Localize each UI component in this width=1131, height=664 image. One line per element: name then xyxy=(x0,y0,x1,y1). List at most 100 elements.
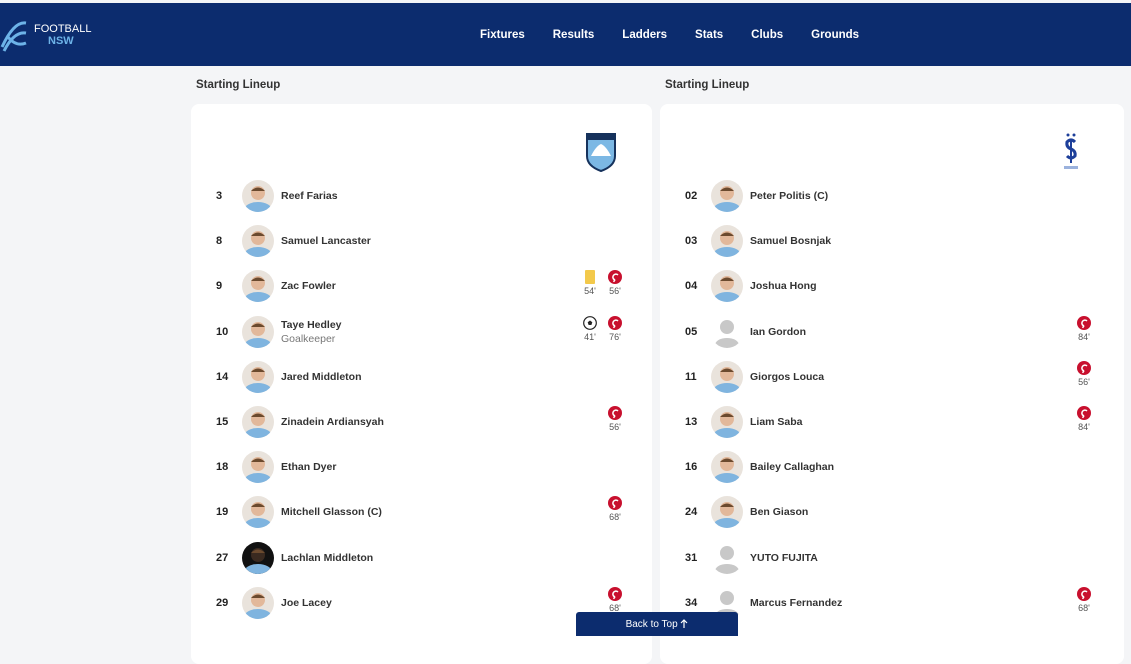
player-row[interactable]: 24 Ben Giason xyxy=(660,492,1124,532)
nav-link[interactable]: Results xyxy=(552,28,595,41)
player-events: 41' 76' xyxy=(582,315,623,342)
icon-shape xyxy=(244,337,272,348)
player-name-block: Samuel Lancaster xyxy=(281,234,371,248)
player-avatar xyxy=(711,451,743,484)
icon xyxy=(242,225,274,258)
player-name: Marcus Fernandez xyxy=(750,596,843,609)
player-avatar xyxy=(242,541,274,574)
logo[interactable]: FOOTBALL NSW xyxy=(0,17,91,53)
icon-shape xyxy=(720,368,734,372)
icon-shape xyxy=(720,545,734,560)
icon xyxy=(242,451,274,484)
nav-link[interactable]: Fixtures xyxy=(480,28,525,41)
player-row[interactable]: 03 Samuel Bosnjak xyxy=(660,221,1124,261)
player-row[interactable]: 8 Samuel Lancaster xyxy=(191,221,652,261)
icon-shape xyxy=(251,232,265,237)
icon xyxy=(242,315,274,348)
icon-shape xyxy=(720,503,734,508)
event-minute: 56' xyxy=(609,286,621,297)
player-name: Samuel Lancaster xyxy=(281,235,371,248)
player-avatar xyxy=(711,315,743,348)
icon-shape xyxy=(244,202,272,212)
player-avatar xyxy=(711,496,743,529)
icon xyxy=(1077,406,1091,420)
icon-shape xyxy=(612,499,619,509)
icon-shape xyxy=(1077,315,1091,330)
player-row[interactable]: 18 Ethan Dyer xyxy=(191,447,652,487)
player-name-block: Joshua Hong xyxy=(750,279,817,293)
player-name: Zac Fowler xyxy=(281,280,336,293)
player-name-block: Ian Gordon xyxy=(750,325,806,339)
player-row[interactable]: 9 Zac Fowler 54' 56' xyxy=(191,266,652,306)
icon-shape xyxy=(1066,133,1070,137)
player-avatar xyxy=(711,541,743,574)
player-row[interactable]: 15 Zinadein Ardiansyah 56' xyxy=(191,402,652,442)
lineup-card: 02 Peter Politis (C) 03 Samuel Bosnjak 04 Jos… xyxy=(660,104,1124,664)
icon-shape xyxy=(244,473,272,484)
player-row[interactable]: 13 Liam Saba 84' xyxy=(660,402,1124,442)
icon-shape xyxy=(715,563,739,574)
icon-shape xyxy=(1070,139,1072,163)
player-number: 16 xyxy=(685,461,698,474)
player-name: Lachlan Middleton xyxy=(281,551,374,564)
icon-shape xyxy=(720,187,734,191)
icon xyxy=(1077,315,1091,330)
player-name: Mitchell Glasson (C) xyxy=(281,506,382,519)
player-row[interactable]: 27 Lachlan Middleton xyxy=(191,538,652,578)
player-row[interactable]: 16 Bailey Callaghan xyxy=(660,447,1124,487)
nav: Fixtures Results Ladders Stats Clubs Grounds xyxy=(480,3,887,66)
button-label: Back to Top xyxy=(625,618,678,630)
section-title: Starting Lineup xyxy=(196,79,281,91)
nav-link[interactable]: Stats xyxy=(695,28,724,41)
player-name: Taye Hedley xyxy=(281,318,342,331)
nav-link[interactable]: Grounds xyxy=(811,28,860,41)
player-role: Goalkeeper xyxy=(281,332,336,345)
player-name: Giorgos Louca xyxy=(750,370,825,383)
player-name: Ian Gordon xyxy=(750,325,806,338)
substitution-icon xyxy=(1077,315,1091,332)
nav-link[interactable]: Ladders xyxy=(622,28,668,41)
icon-shape xyxy=(244,382,272,393)
icon-shape xyxy=(720,590,734,605)
icon xyxy=(242,496,274,529)
event: 41' xyxy=(582,315,598,342)
player-row[interactable]: 04 Joshua Hong xyxy=(660,266,1124,306)
player-row[interactable]: 29 Joe Lacey 68' xyxy=(191,583,652,623)
back-to-top[interactable]: Back to Top xyxy=(576,612,738,636)
player-row[interactable]: 11 Giorgos Louca 56' xyxy=(660,357,1124,397)
player-name-block: Zinadein Ardiansyah xyxy=(281,415,384,429)
event-minute: 68' xyxy=(1078,602,1090,613)
icon-shape xyxy=(251,594,265,598)
icon-shape xyxy=(715,337,739,348)
icon-shape xyxy=(713,292,741,303)
player-number: 8 xyxy=(216,235,223,248)
icon xyxy=(711,315,743,348)
goal-icon xyxy=(583,315,597,332)
player-number: 31 xyxy=(685,551,698,564)
player-number: 18 xyxy=(216,461,229,474)
player-events: 56' xyxy=(607,406,623,432)
player-number: 14 xyxy=(216,370,229,383)
player-row[interactable]: 31 YUTO FUJITA xyxy=(660,538,1124,578)
player-row[interactable]: 34 Marcus Fernandez 68' xyxy=(660,583,1124,623)
player-row[interactable]: 05 Ian Gordon 84' xyxy=(660,312,1124,352)
player-name: Reef Farias xyxy=(281,190,338,202)
icon-shape xyxy=(0,21,27,48)
player-row[interactable]: 3 Reef Farias xyxy=(191,176,652,216)
nav-link[interactable]: Clubs xyxy=(751,28,784,41)
icon-shape xyxy=(244,518,272,529)
icon-shape xyxy=(1081,364,1088,374)
icon-shape xyxy=(1064,166,1078,169)
icon xyxy=(711,496,743,529)
player-row[interactable]: 02 Peter Politis (C) xyxy=(660,176,1124,216)
player-row[interactable]: 10 Taye Hedley Goalkeeper 41' 76' xyxy=(191,312,652,352)
icon-shape xyxy=(713,247,741,258)
icon-shape xyxy=(585,270,595,285)
icon xyxy=(711,451,743,484)
logo-text: NSW xyxy=(48,35,74,47)
player-name-block: Giorgos Louca xyxy=(750,370,824,384)
substitution-icon xyxy=(608,496,622,512)
player-avatar xyxy=(242,496,274,529)
player-row[interactable]: 14 Jared Middleton xyxy=(191,357,652,397)
player-row[interactable]: 19 Mitchell Glasson (C) 68' xyxy=(191,492,652,532)
